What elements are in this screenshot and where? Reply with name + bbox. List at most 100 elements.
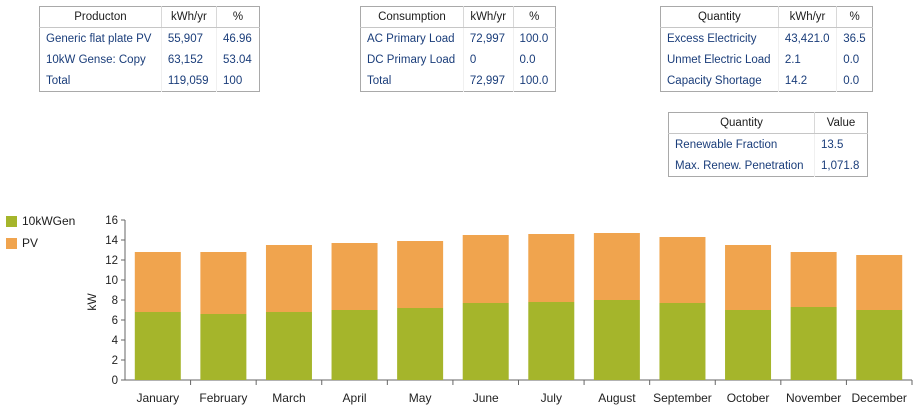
col-header: Value (814, 112, 868, 134)
y-tick-label: 2 (112, 355, 118, 367)
table-cell: 55,907 (161, 27, 218, 49)
table-row: Total 119,059 100 (39, 70, 260, 92)
table-cell: 0.0 (843, 53, 860, 66)
bar-gen (462, 303, 509, 380)
table-cell: 0.0 (843, 74, 860, 87)
y-tick-label: 14 (105, 235, 118, 247)
bar-pv (462, 235, 509, 303)
legend-item-gen: 10kWGen (6, 210, 75, 232)
bar-pv (331, 243, 378, 310)
table-cell: Max. Renew. Penetration (668, 155, 815, 177)
col-header: % (836, 6, 873, 28)
y-tick-label: 6 (112, 315, 118, 327)
table-cell: 100 (223, 74, 243, 87)
bar-gen (331, 310, 378, 380)
table-cell: Renewable Fraction (668, 133, 815, 155)
x-tick-label: June (473, 391, 499, 405)
bar-pv (725, 245, 772, 310)
consumption-table: Consumption kWh/yr % AC Primary Load 72,… (360, 6, 556, 92)
bar-pv (134, 252, 181, 312)
col-header: kWh/yr (463, 6, 514, 28)
table-row: DC Primary Load 0 0.0 (360, 49, 556, 70)
table-row: Capacity Shortage 14.2 0.0 (660, 70, 873, 92)
y-tick-label: 16 (105, 215, 118, 227)
table-cell: Excess Electricity (660, 27, 779, 49)
table-cell: 2.1 (778, 49, 838, 70)
legend-swatch-pv (6, 237, 17, 249)
bar-gen (725, 310, 772, 380)
legend-swatch-gen (6, 215, 17, 227)
x-tick-label: February (199, 391, 247, 405)
quantity-table: Quantity kWh/yr % Excess Electricity 43,… (660, 6, 873, 92)
y-tick-label: 10 (105, 275, 118, 287)
bar-gen (856, 310, 903, 380)
table-row: Max. Renew. Penetration 1,071.8 (668, 155, 868, 177)
x-tick-label: October (727, 391, 770, 405)
table-cell: Generic flat plate PV (39, 27, 162, 49)
table-cell: DC Primary Load (360, 49, 464, 70)
bar-gen (265, 312, 312, 380)
y-tick-label: 12 (105, 255, 118, 267)
bar-pv (790, 252, 837, 307)
bar-pv (593, 233, 640, 300)
col-header: Producton (39, 6, 162, 28)
table-cell: Capacity Shortage (660, 70, 779, 92)
table-cell: 0 (463, 49, 514, 70)
bar-gen (134, 312, 181, 380)
table-row: Unmet Electric Load 2.1 0.0 (660, 49, 873, 70)
bar-gen (200, 314, 247, 380)
table-cell: 46.96 (223, 32, 252, 45)
x-tick-label: August (598, 391, 636, 405)
col-header: % (216, 6, 260, 28)
x-tick-label: July (541, 391, 562, 405)
table-row: Excess Electricity 43,421.0 36.5 (660, 27, 873, 49)
table-row: 10kW Gense: Copy 63,152 53.04 (39, 49, 260, 70)
col-header: kWh/yr (778, 6, 838, 28)
table-cell: 72,997 (463, 27, 514, 49)
table-cell: 63,152 (161, 49, 218, 70)
table-cell: 43,421.0 (778, 27, 838, 49)
table-cell: 13.5 (820, 138, 844, 151)
x-tick-label: November (786, 391, 841, 405)
table-cell: 10kW Gense: Copy (39, 49, 162, 70)
x-tick-label: May (409, 391, 432, 405)
bar-pv (397, 241, 444, 308)
bar-pv (659, 237, 706, 303)
x-tick-label: January (136, 391, 179, 405)
table-row: Generic flat plate PV 55,907 46.96 (39, 27, 260, 49)
table-cell: 53.04 (223, 53, 252, 66)
bar-gen (659, 303, 706, 380)
legend-item-pv: PV (6, 232, 75, 254)
table-cell: 36.5 (843, 32, 866, 45)
bar-gen (397, 308, 444, 380)
legend-label-pv: PV (22, 236, 39, 250)
table-cell: 72,997 (463, 70, 514, 92)
col-header: kWh/yr (161, 6, 218, 28)
table-cell: 119,059 (161, 70, 218, 92)
renewable-table: Quantity Value Renewable Fraction 13.5 M… (668, 112, 868, 177)
bar-gen (528, 302, 575, 380)
x-tick-label: March (272, 391, 305, 405)
table-cell: AC Primary Load (360, 27, 464, 49)
x-tick-label: April (343, 391, 367, 405)
table-cell: 0.0 (519, 53, 536, 66)
table-row: AC Primary Load 72,997 100.0 (360, 27, 556, 49)
table-row: Total 72,997 100.0 (360, 70, 556, 92)
col-header: Consumption (360, 6, 464, 28)
table-cell: Total (39, 70, 162, 92)
y-tick-label: 8 (112, 295, 118, 307)
y-tick-label: 0 (112, 375, 118, 387)
table-row: Renewable Fraction 13.5 (668, 133, 868, 155)
bar-gen (790, 307, 837, 380)
production-table: Producton kWh/yr % Generic flat plate PV… (39, 6, 260, 92)
x-tick-label: September (653, 391, 712, 405)
table-cell: Unmet Electric Load (660, 49, 779, 70)
bar-pv (265, 245, 312, 312)
chart-legend: 10kWGen PV (6, 210, 75, 254)
col-header: Quantity (668, 112, 815, 134)
col-header: % (513, 6, 556, 28)
table-cell: Total (360, 70, 464, 92)
bar-pv (200, 252, 247, 314)
bar-pv (856, 255, 903, 310)
